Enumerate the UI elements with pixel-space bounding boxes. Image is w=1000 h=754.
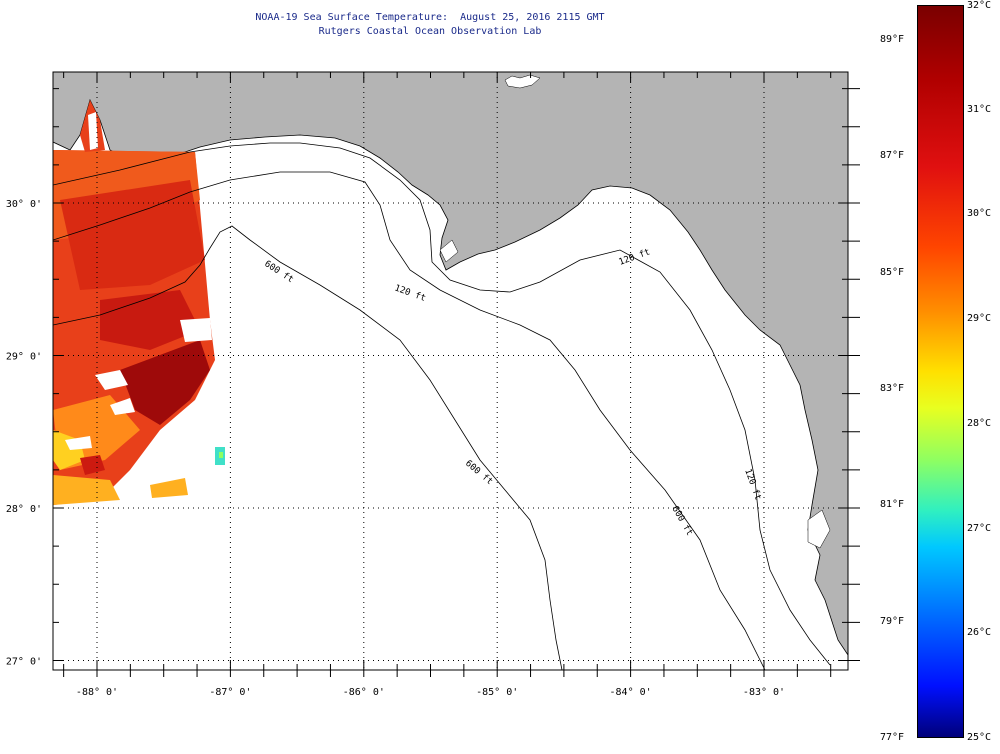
colorbar-celsius-label: 30°C bbox=[967, 208, 992, 220]
bay-patch bbox=[807, 509, 831, 549]
colorbar-fahrenheit-label: 85°F bbox=[880, 266, 905, 278]
land-area bbox=[53, 72, 848, 656]
map-subtitle: Rutgers Coastal Ocean Observation Lab bbox=[318, 26, 542, 37]
frame-ticks bbox=[53, 72, 860, 677]
colorbar-celsius-label: 31°C bbox=[967, 103, 992, 115]
colorbar-fahrenheit-label: 83°F bbox=[880, 382, 905, 394]
longitude-label: -88° 0' bbox=[76, 687, 118, 698]
colorbar-fahrenheit-label: 77°F bbox=[880, 732, 905, 743]
latitude-label: 30° 0' bbox=[6, 199, 42, 210]
bay-patch bbox=[439, 239, 459, 263]
colorbar-celsius-label: 25°C bbox=[967, 732, 992, 743]
colorbar-fahrenheit-label: 81°F bbox=[880, 499, 905, 511]
sst-swath bbox=[53, 100, 225, 505]
longitude-label: -87° 0' bbox=[209, 687, 251, 698]
colorbar-celsius-label: 32°C bbox=[967, 0, 992, 11]
colorbar-celsius-label: 26°C bbox=[967, 627, 992, 639]
lake-patch bbox=[504, 74, 541, 89]
coordinate-labels: -88° 0' -87° 0' -86° 0' -85° 0' -84° 0' -83° … bbox=[6, 199, 785, 698]
latitude-label: 27° 0' bbox=[6, 657, 42, 668]
temperature-colorbar bbox=[917, 5, 964, 738]
map-title: NOAA-19 Sea Surface Temperature: August … bbox=[255, 12, 605, 23]
latitude-label: 29° 0' bbox=[6, 352, 42, 363]
map-frame bbox=[52, 71, 849, 671]
colorbar-celsius-label: 27°C bbox=[967, 522, 992, 534]
colorbar-celsius-label: 28°C bbox=[967, 417, 992, 429]
longitude-label: -85° 0' bbox=[476, 687, 518, 698]
longitude-label: -83° 0' bbox=[743, 687, 785, 698]
colorbar-fahrenheit-label: 79°F bbox=[880, 615, 905, 627]
colorbar-fahrenheit-label: 87°F bbox=[880, 150, 905, 162]
longitude-label: -86° 0' bbox=[343, 687, 385, 698]
longitude-label: -84° 0' bbox=[610, 687, 652, 698]
colorbar-fahrenheit-label: 89°F bbox=[880, 33, 905, 45]
isobath-contours bbox=[53, 142, 831, 670]
colorbar-celsius-label: 29°C bbox=[967, 313, 992, 325]
latitude-label: 28° 0' bbox=[6, 504, 42, 515]
